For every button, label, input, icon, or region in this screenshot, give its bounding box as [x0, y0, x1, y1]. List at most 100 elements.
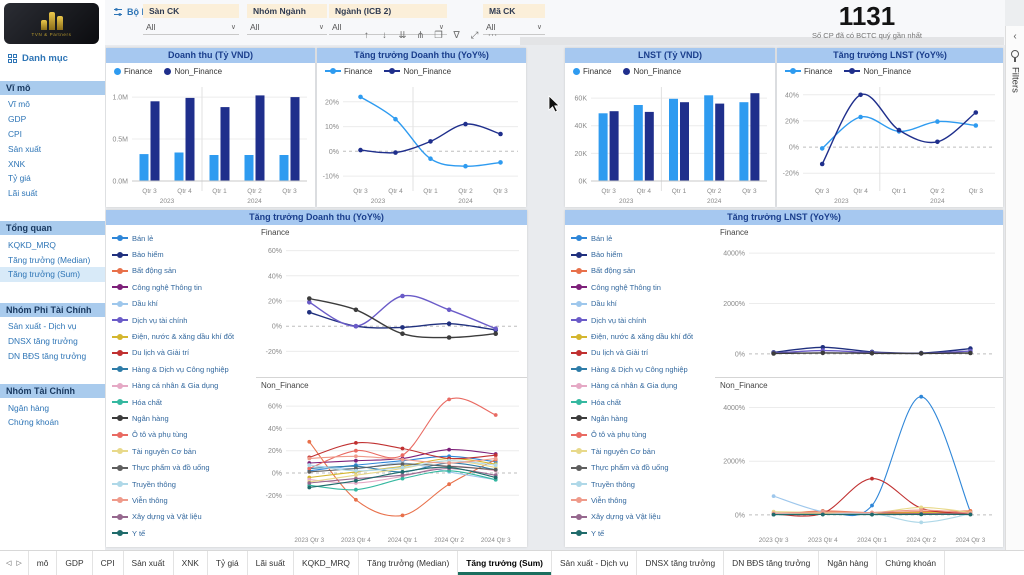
- panel-revenue-growth-by-sector[interactable]: Tăng trưởng Doanh thu (YoY%) Bán lẻ Bảo h…: [106, 210, 527, 547]
- legend-item[interactable]: Non_Finance: [164, 67, 222, 76]
- sector-legend-item[interactable]: Hàng cá nhân & Gia dụng: [112, 378, 256, 394]
- finance-profit-growth-chart[interactable]: 4000% 2000% 0%: [715, 225, 1003, 377]
- revenue-growth-chart[interactable]: -10% 0% 10% 20% Qtr 3 Qtr 4 Qtr 1 Qtr 2 Qtr 3 202…: [317, 79, 526, 207]
- sector-legend-item[interactable]: Điện, nước & xăng dầu khí đốt: [571, 328, 715, 344]
- filter-value-select[interactable]: All ∨: [247, 18, 327, 35]
- sector-legend-item[interactable]: Du lịch và Giải trí: [112, 345, 256, 361]
- sector-legend-item[interactable]: Công nghệ Thông tin: [112, 279, 256, 295]
- sector-legend-item[interactable]: Thực phẩm và đồ uống: [112, 459, 256, 475]
- legend-item[interactable]: Non_Finance: [384, 67, 451, 76]
- filter-icon[interactable]: ∇: [453, 30, 460, 41]
- card-revenue-growth[interactable]: Tăng trưởng Doanh thu (YoY%) Finance Non_…: [317, 48, 526, 207]
- page-tab[interactable]: Tăng trưởng (Median): [359, 551, 459, 575]
- sector-legend-item[interactable]: Du lịch và Giải trí: [571, 345, 715, 361]
- page-tab[interactable]: mô: [29, 551, 58, 575]
- sidebar-item[interactable]: Chứng khoán: [8, 417, 59, 428]
- sector-legend-item[interactable]: Viễn thông: [571, 492, 715, 508]
- page-tab[interactable]: Lãi suất: [248, 551, 294, 575]
- page-tab[interactable]: Ngân hàng: [819, 551, 878, 575]
- sector-legend-item[interactable]: Xây dựng và Vật liệu: [112, 509, 256, 525]
- profit-growth-chart[interactable]: -20% 0% 20% 40% Qtr 3 Qtr 4 Qtr 1 Qtr 2 Qtr 3 202…: [777, 79, 1003, 207]
- sector-legend-item[interactable]: Dịch vụ tài chính: [112, 312, 256, 328]
- tab-back-icon[interactable]: ◁: [6, 560, 12, 567]
- finance-revenue-growth-chart[interactable]: 60% 40% 20% 0% -20%: [256, 225, 527, 377]
- legend-item[interactable]: Finance: [573, 67, 611, 76]
- filters-pane[interactable]: ‹ Filters: [1005, 26, 1024, 550]
- sector-legend-item[interactable]: Xây dựng và Vật liệu: [571, 509, 715, 525]
- sector-legend-item[interactable]: Bất động sản: [571, 263, 715, 279]
- sidebar-item[interactable]: Vĩ mô: [8, 99, 30, 110]
- sector-legend-item[interactable]: Thực phẩm và đồ uống: [571, 459, 715, 475]
- nonfinance-revenue-growth-chart[interactable]: 60% 40% 20% 0% -20% 2023 Qtr 3 2023 Qtr 4 2024 …: [256, 378, 527, 547]
- drill-up-icon[interactable]: ↑: [364, 30, 369, 41]
- sector-legend-item[interactable]: Công nghệ Thông tin: [571, 279, 715, 295]
- sector-legend-item[interactable]: Ô tô và phụ tùng: [571, 427, 715, 443]
- sidebar-item[interactable]: GDP: [8, 114, 27, 125]
- sector-legend-item[interactable]: Hàng & Dịch vụ Công nghiệp: [112, 361, 256, 377]
- revenue-bar-chart[interactable]: 0.0M 0.5M 1.0M Qtr 3 Qtr 4 Qtr 1 Qtr 2 Qtr 3 202…: [106, 79, 315, 207]
- legend-item[interactable]: Finance: [785, 67, 832, 76]
- sector-legend-item[interactable]: Dầu khí: [112, 296, 256, 312]
- sidebar-item[interactable]: KQKD_MRQ: [8, 239, 56, 250]
- sector-legend-item[interactable]: Y tế: [112, 525, 256, 541]
- sector-legend-item[interactable]: Ngân hàng: [571, 410, 715, 426]
- pin-icon[interactable]: [1011, 50, 1019, 62]
- tab-forward-icon[interactable]: ▷: [16, 560, 22, 567]
- expand-next-level-icon[interactable]: ⇊: [398, 30, 407, 41]
- sector-legend-item[interactable]: Bất động sản: [112, 263, 256, 279]
- sector-legend-item[interactable]: Hóa chất: [571, 394, 715, 410]
- sidebar-item[interactable]: DN BĐS tăng trưởng: [8, 350, 87, 361]
- page-tab[interactable]: DNSX tăng trưởng: [637, 551, 725, 575]
- drill-down-icon[interactable]: ↓: [382, 30, 387, 41]
- page-tab[interactable]: CPI: [93, 551, 124, 575]
- sidebar-item[interactable]: Tăng trưởng (Median): [8, 254, 91, 265]
- sector-legend-item[interactable]: Dịch vụ tài chính: [571, 312, 715, 328]
- filter-value-select[interactable]: All ∨: [483, 18, 545, 35]
- sector-legend-item[interactable]: Bảo hiểm: [571, 246, 715, 262]
- sidebar-item[interactable]: Lãi suất: [8, 188, 38, 199]
- page-tab[interactable]: DN BĐS tăng trưởng: [724, 551, 820, 575]
- page-tab[interactable]: Sản xuất - Dịch vụ: [552, 551, 638, 575]
- sector-legend-item[interactable]: Ô tô và phụ tùng: [112, 427, 256, 443]
- sector-legend-item[interactable]: Y tế: [571, 525, 715, 541]
- sector-legend-item[interactable]: Hóa chất: [112, 394, 256, 410]
- legend-item[interactable]: Non_Finance: [844, 67, 911, 76]
- sidebar-item[interactable]: Tăng trưởng (Sum): [0, 267, 105, 282]
- sector-legend-item[interactable]: Tài nguyên Cơ bản: [571, 443, 715, 459]
- card-profit-bar[interactable]: LNST (Tỷ VND) Finance Non_Finance 0K 20K 40…: [565, 48, 775, 207]
- card-profit-growth[interactable]: Tăng trưởng LNST (YoY%) Finance Non_Finan…: [777, 48, 1003, 207]
- page-tab[interactable]: Tỷ giá: [208, 551, 248, 575]
- sidebar-item[interactable]: Sản xuất: [8, 143, 42, 154]
- sector-legend-item[interactable]: Bảo hiểm: [112, 246, 256, 262]
- panel-profit-growth-by-sector[interactable]: Tăng trưởng LNST (YoY%) Bán lẻ Bảo hiểm Bấ…: [565, 210, 1003, 547]
- sidebar-item[interactable]: XNK: [8, 158, 26, 169]
- sector-legend-item[interactable]: Hàng & Dịch vụ Công nghiệp: [571, 361, 715, 377]
- page-tab[interactable]: Chứng khoán: [877, 551, 946, 575]
- sector-legend-item[interactable]: Bán lẻ: [112, 230, 256, 246]
- sector-legend-item[interactable]: Ngân hàng: [112, 410, 256, 426]
- sidebar-item[interactable]: CPI: [8, 128, 22, 139]
- sector-legend-item[interactable]: Truyền thông: [571, 476, 715, 492]
- nonfinance-profit-growth-chart[interactable]: 4000% 2000% 0% 2023 Qtr 3 2023 Qtr 4 2024 Qtr…: [715, 378, 1003, 547]
- sector-legend-item[interactable]: Dầu khí: [571, 296, 715, 312]
- page-tab[interactable]: GDP: [57, 551, 93, 575]
- expand-all-icon[interactable]: ⋔: [416, 30, 425, 41]
- sidebar-item[interactable]: Ngân hàng: [8, 402, 49, 413]
- page-tab[interactable]: XNK: [174, 551, 208, 575]
- sidebar-item[interactable]: DNSX tăng trưởng: [8, 335, 78, 346]
- profit-bar-chart[interactable]: 0K 20K 40K 60K Qtr 3 Qtr 4 Qtr 1 Qtr 2 Qtr 3 2023…: [565, 79, 775, 207]
- legend-item[interactable]: Non_Finance: [623, 67, 681, 76]
- legend-item[interactable]: Finance: [114, 67, 152, 76]
- page-tab[interactable]: Sản xuất: [124, 551, 174, 575]
- page-tab[interactable]: KQKD_MRQ: [294, 551, 359, 575]
- copy-icon[interactable]: ❐: [434, 30, 443, 41]
- card-revenue-bar[interactable]: Doanh thu (Tỷ VND) Finance Non_Finance 0.…: [106, 48, 315, 207]
- collapse-chevron-icon[interactable]: ‹: [1013, 31, 1017, 42]
- more-options-icon[interactable]: ⋯: [487, 30, 498, 41]
- sector-legend-item[interactable]: Tài nguyên Cơ bản: [112, 443, 256, 459]
- sector-legend-item[interactable]: Viễn thông: [112, 492, 256, 508]
- sector-legend-item[interactable]: Bán lẻ: [571, 230, 715, 246]
- filter-value-select[interactable]: All ∨: [329, 18, 447, 35]
- filter-value-select[interactable]: All ∨: [143, 18, 239, 35]
- focus-mode-icon[interactable]: ⤢: [470, 30, 479, 41]
